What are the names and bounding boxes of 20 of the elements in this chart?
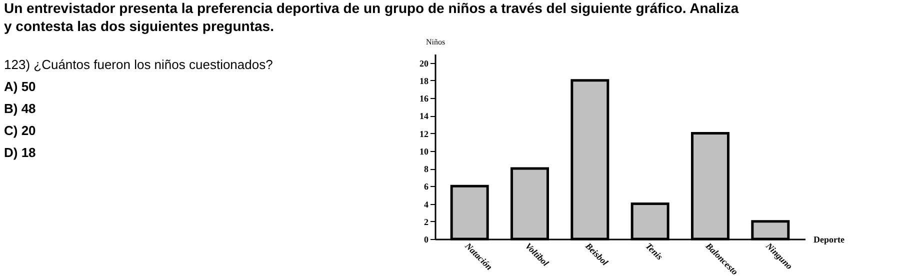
- y-tick-label: 0: [424, 234, 429, 244]
- y-axis-title: Niños: [426, 38, 446, 46]
- text: B) 48: [4, 101, 36, 116]
- text: Un entrevistador presenta la preferencia deportiva de un grupo de niños a través del siguiente gráfico. Analiza: [4, 0, 739, 16]
- text: 123) ¿Cuántos fueron los niños cuestionados?: [4, 57, 273, 72]
- y-tick-label: 2: [424, 216, 429, 227]
- x-axis-title: Deporte: [814, 234, 844, 244]
- y-tick-label: 20: [420, 58, 429, 68]
- y-tick-label: 4: [424, 199, 429, 210]
- y-tick-label: 6: [424, 182, 429, 192]
- y-tick-label: 12: [420, 128, 429, 139]
- y-tick-label: 14: [420, 111, 429, 122]
- y-tick-label: 18: [420, 76, 429, 86]
- text: y contesta las dos siguientes preguntas.: [4, 18, 274, 34]
- y-tick-label: 8: [424, 164, 429, 174]
- text: D) 18: [4, 145, 36, 160]
- text: C) 20: [4, 123, 36, 138]
- text: A) 50: [4, 79, 36, 94]
- y-tick-label: 16: [420, 94, 429, 104]
- y-tick-label: 10: [420, 146, 429, 156]
